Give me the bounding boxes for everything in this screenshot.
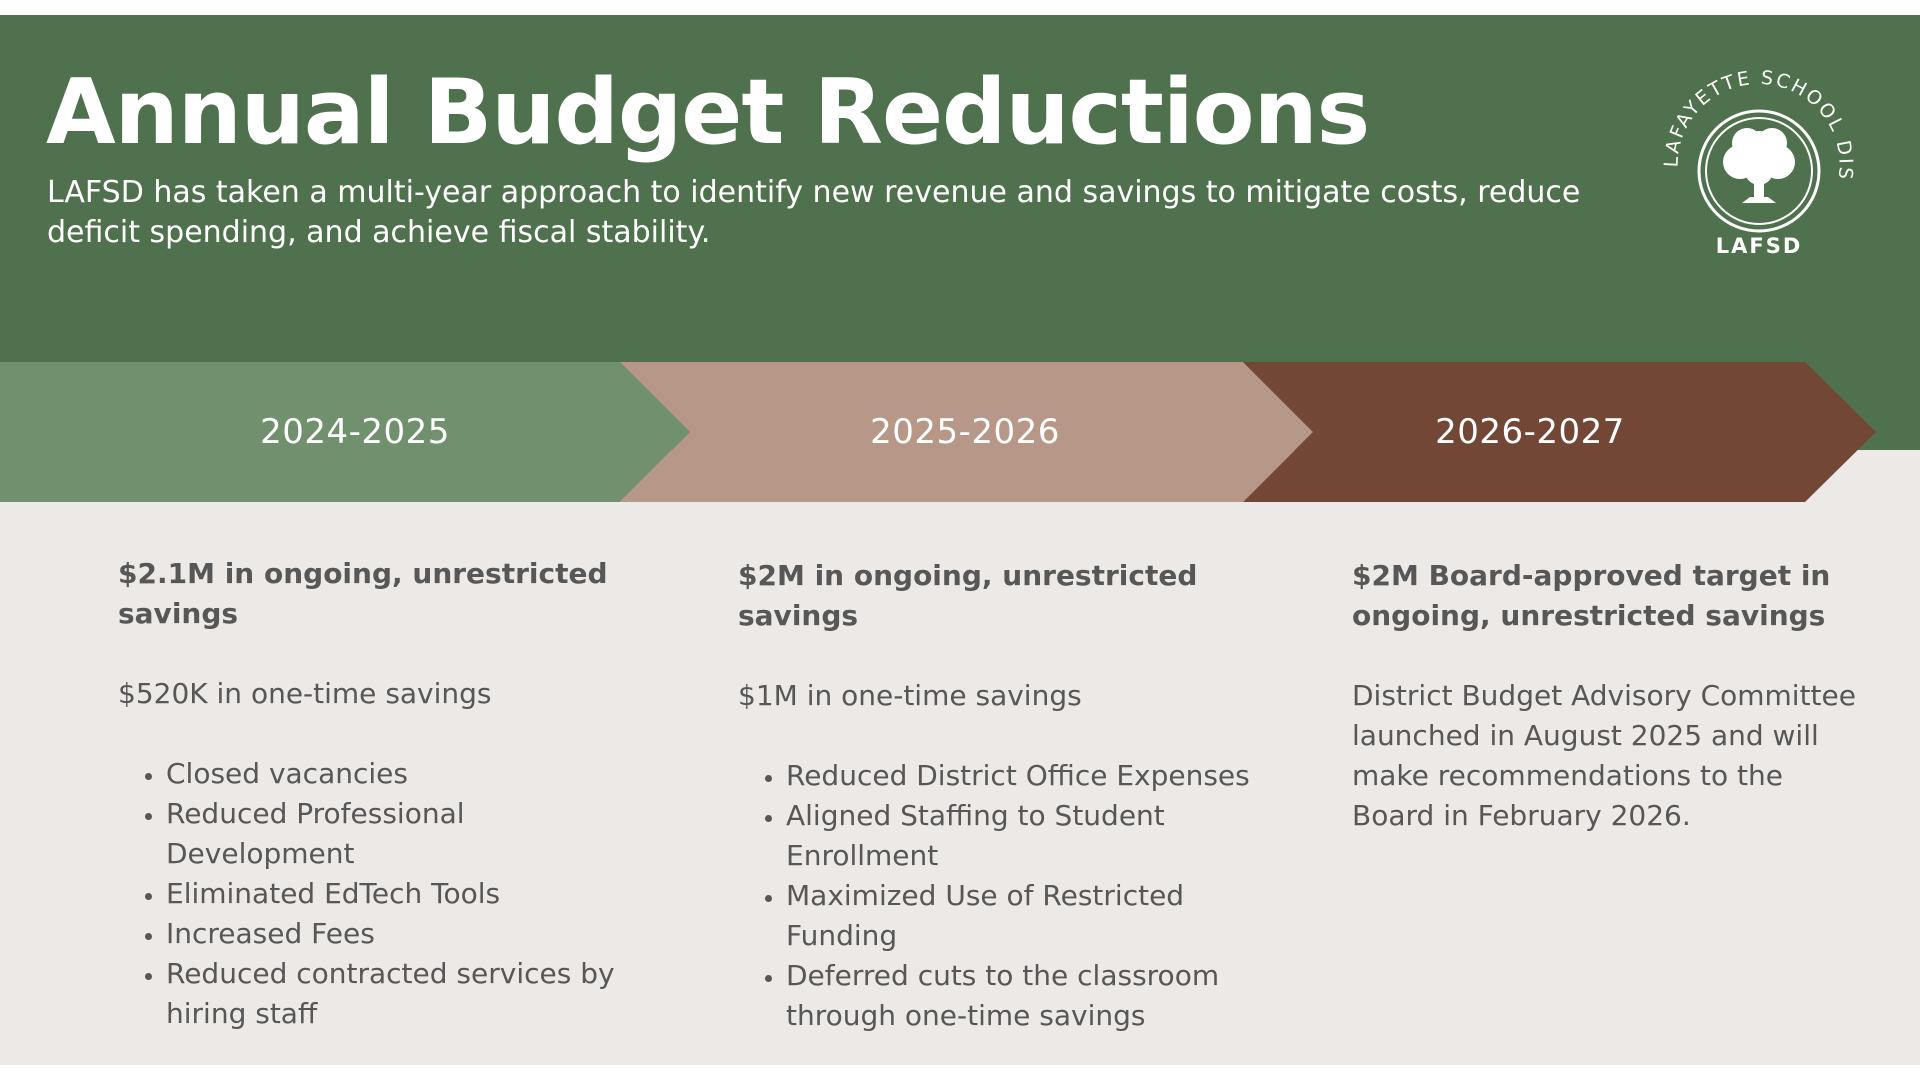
- chevron-2024-2025: [0, 362, 690, 502]
- year-label-2024-2025: 2024-2025: [260, 412, 450, 452]
- column-2026-2027: $2M Board-approved target in ongoing, un…: [1352, 556, 1862, 836]
- list-item: Aligned Staffing to Student Enrollment: [786, 796, 1298, 876]
- seal-inner-ring: [1705, 117, 1813, 225]
- column-heading: $2M Board-approved target in ongoing, un…: [1352, 559, 1831, 632]
- chevron-2026-2027: [1243, 362, 1876, 502]
- chevron-2025-2026: [620, 362, 1313, 502]
- slide: Annual Budget Reductions LAFSD has taken…: [0, 15, 1920, 1065]
- list-item: Reduced Professional Development: [166, 794, 638, 874]
- seal-outer-ring: [1697, 109, 1821, 233]
- list-item: Maximized Use of Restricted Funding: [786, 876, 1298, 956]
- year-timeline: 2024-2025 2025-2026 2026-2027: [0, 362, 1920, 502]
- district-seal-logo: LAFAYETTE SCHOOL DISTRICT LAFSD: [1656, 63, 1855, 258]
- column-2025-2026: $2M in ongoing, unrestricted savings $1M…: [738, 556, 1298, 1036]
- year-label-2026-2027: 2026-2027: [1435, 412, 1625, 452]
- oak-tree-icon: [1723, 128, 1795, 203]
- list-item: Increased Fees: [166, 914, 638, 954]
- list-item: Deferred cuts to the classroom through o…: [786, 956, 1298, 1036]
- year-label-2025-2026: 2025-2026: [870, 412, 1060, 452]
- one-time-savings-text: $1M in one-time savings: [738, 679, 1082, 712]
- column-2024-2025: $2.1M in ongoing, unrestricted savings $…: [118, 554, 638, 1034]
- list-item: Eliminated EdTech Tools: [166, 874, 638, 914]
- one-time-savings-text: $520K in one-time savings: [118, 677, 492, 710]
- column-heading: $2.1M in ongoing, unrestricted savings: [118, 557, 608, 630]
- page-title: Annual Budget Reductions: [46, 60, 1370, 165]
- list-item: Closed vacancies: [166, 754, 638, 794]
- savings-actions-list: Closed vacancies Reduced Professional De…: [118, 754, 638, 1034]
- list-item: Reduced District Office Expenses: [786, 756, 1298, 796]
- advisory-committee-text: District Budget Advisory Committee launc…: [1352, 679, 1856, 832]
- page-subtitle: LAFSD has taken a multi-year approach to…: [47, 175, 1581, 250]
- column-heading: $2M in ongoing, unrestricted savings: [738, 559, 1198, 632]
- savings-actions-list: Reduced District Office Expenses Aligned…: [738, 756, 1298, 1036]
- list-item: Reduced contracted services by hiring st…: [166, 954, 638, 1034]
- timeline-arrows: [0, 362, 1876, 502]
- seal-monogram: LAFSD: [1716, 234, 1803, 258]
